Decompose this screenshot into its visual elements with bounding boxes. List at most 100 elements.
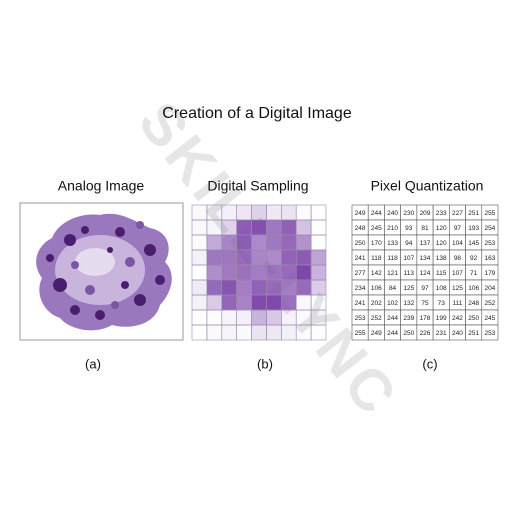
pixel-value: 202 — [371, 300, 382, 307]
sample-cell — [221, 264, 237, 281]
pixel-value: 233 — [436, 210, 447, 217]
pixel-value: 210 — [387, 225, 398, 232]
pixel-value: 249 — [355, 210, 366, 217]
sample-cell — [310, 219, 327, 236]
sample-cell — [266, 234, 282, 251]
pixel-value: 253 — [355, 315, 366, 322]
pixel-value: 125 — [452, 285, 463, 292]
pixel-value: 118 — [371, 255, 382, 262]
pixel-value: 248 — [468, 300, 479, 307]
sample-cell — [266, 294, 282, 311]
sample-cell — [295, 324, 312, 341]
pixel-value: 120 — [436, 225, 447, 232]
pixel-value: 132 — [403, 300, 414, 307]
sample-cell — [310, 234, 327, 251]
pixel-value: 121 — [387, 270, 398, 277]
sample-cell — [310, 279, 327, 296]
pixel-value: 252 — [484, 300, 495, 307]
sample-cell — [310, 249, 327, 266]
pixel-value: 170 — [371, 240, 382, 247]
sample-cell — [266, 204, 282, 221]
sample-cell — [295, 309, 312, 326]
pixel-value: 179 — [484, 270, 495, 277]
pixel-value: 241 — [355, 255, 366, 262]
sample-cell — [281, 234, 297, 251]
analog-image — [19, 202, 184, 341]
pixel-value: 125 — [403, 285, 414, 292]
sample-cell — [281, 324, 297, 341]
sample-cell — [191, 279, 208, 296]
pixel-value: 84 — [389, 285, 397, 292]
pixel-value: 92 — [470, 255, 478, 262]
title: Creation of a Digital Image — [162, 105, 352, 122]
pixel-value: 107 — [403, 255, 414, 262]
sample-cell — [251, 324, 267, 341]
panel-label: (b) — [257, 356, 273, 371]
sample-cell — [221, 204, 237, 221]
pixel-value: 145 — [468, 240, 479, 247]
pixel-value: 245 — [484, 315, 495, 322]
sample-cell — [295, 219, 312, 236]
sample-cell — [295, 204, 312, 221]
pixel-value: 255 — [355, 330, 366, 337]
pixel-value: 254 — [484, 225, 495, 232]
pixel-value: 250 — [403, 330, 414, 337]
pixel-value: 104 — [452, 240, 463, 247]
sample-cell — [310, 264, 327, 281]
pixel-value: 115 — [436, 270, 447, 277]
pixel-value: 204 — [484, 285, 495, 292]
sample-cell — [295, 234, 312, 251]
sample-cell — [251, 279, 267, 296]
pixel-value: 245 — [371, 225, 382, 232]
pixel-value: 240 — [452, 330, 463, 337]
sample-cell — [251, 309, 267, 326]
panel-title: Digital Sampling — [207, 178, 308, 194]
pixel-value: 193 — [468, 225, 479, 232]
pixel-value: 118 — [387, 255, 398, 262]
pixel-value: 244 — [387, 315, 398, 322]
pixel-value: 93 — [405, 225, 413, 232]
pixel-value: 250 — [355, 240, 366, 247]
sample-cell — [266, 309, 282, 326]
pixel-value: 133 — [387, 240, 398, 247]
pixel-value: 134 — [420, 255, 431, 262]
pixel-value: 120 — [436, 240, 447, 247]
quantization-grid: 249 244 240 230 209 233 227 251 255 248 245 210 93 81… — [351, 204, 499, 341]
pixel-value: 248 — [355, 225, 366, 232]
pixel-value: 102 — [387, 300, 398, 307]
pixel-value: 209 — [420, 210, 431, 217]
sample-cell — [236, 204, 252, 221]
pixel-value: 97 — [454, 225, 462, 232]
pixel-value: 81 — [421, 225, 429, 232]
sample-cell — [266, 264, 282, 281]
sample-cell — [206, 204, 223, 221]
sample-cell — [206, 234, 223, 251]
pixel-value: 111 — [452, 300, 462, 307]
sample-cell — [191, 249, 208, 266]
pixel-value: 230 — [403, 210, 414, 217]
sample-cell — [281, 204, 297, 221]
sample-cell — [221, 279, 237, 296]
sample-cell — [251, 234, 267, 251]
pixel-value: 244 — [387, 330, 398, 337]
sample-cell — [221, 249, 237, 266]
sample-cell — [206, 279, 223, 296]
sample-cell — [236, 324, 252, 341]
sample-cell — [206, 219, 223, 236]
sample-cell — [221, 309, 237, 326]
sample-cell — [236, 219, 252, 236]
sample-cell — [281, 309, 297, 326]
sample-cell — [206, 324, 223, 341]
sample-cell — [191, 309, 208, 326]
pixel-value: 73 — [438, 300, 446, 307]
panel-label: (c) — [422, 356, 437, 371]
pixel-value: 107 — [452, 270, 463, 277]
sample-cell — [221, 324, 237, 341]
sample-cell — [191, 324, 208, 341]
sample-cell — [266, 249, 282, 266]
panel-label: (a) — [85, 356, 101, 371]
sample-cell — [236, 264, 252, 281]
pixel-value: 239 — [403, 315, 414, 322]
sample-cell — [266, 279, 282, 296]
